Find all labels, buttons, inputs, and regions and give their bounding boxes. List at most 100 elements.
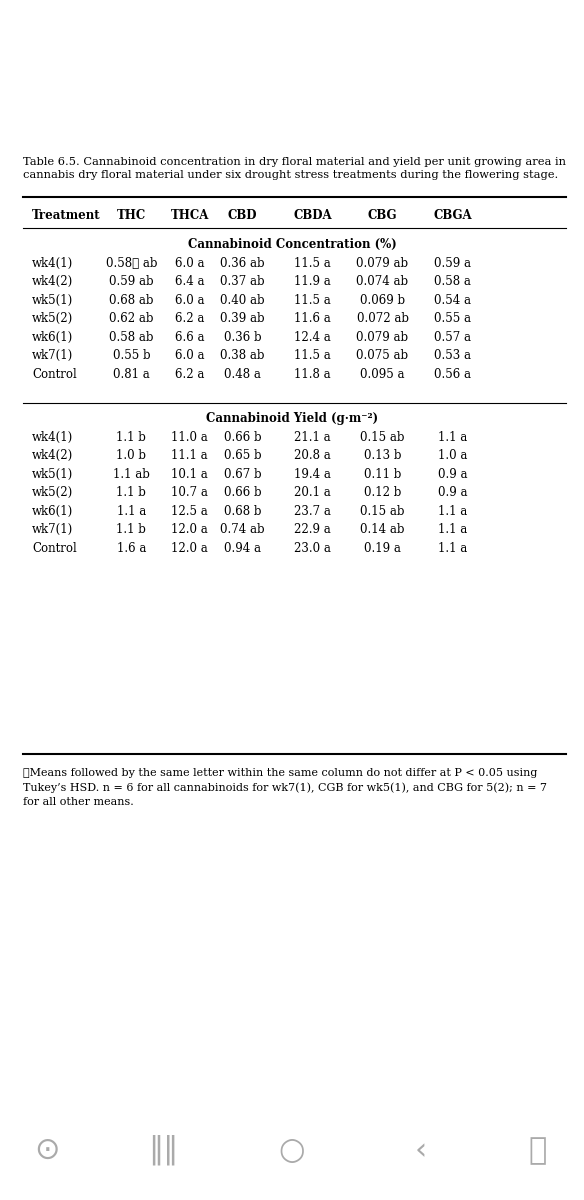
Text: 10.7 a: 10.7 a <box>171 486 208 499</box>
Text: 11.8 a: 11.8 a <box>294 367 331 380</box>
Text: 11.5 a: 11.5 a <box>294 257 331 270</box>
Text: 1.1 b: 1.1 b <box>116 486 147 499</box>
Text: 6.0 a: 6.0 a <box>175 257 204 270</box>
Text: 11.9 a: 11.9 a <box>294 275 331 288</box>
Text: 6.2 a: 6.2 a <box>175 312 204 325</box>
Text: 12.4 a: 12.4 a <box>294 331 331 343</box>
Text: 0.59 ab: 0.59 ab <box>109 275 154 288</box>
Text: 0.94 a: 0.94 a <box>224 541 261 554</box>
Text: 0.095 a: 0.095 a <box>360 367 405 380</box>
Text: 6.6 a: 6.6 a <box>175 331 204 343</box>
Text: 0.81 a: 0.81 a <box>113 367 150 380</box>
Text: 0.58ᵺ ab: 0.58ᵺ ab <box>106 257 157 270</box>
Text: 0.11 b: 0.11 b <box>364 468 401 481</box>
Text: 0.14 ab: 0.14 ab <box>360 523 405 536</box>
Text: 0.57 a: 0.57 a <box>434 331 471 343</box>
Text: 0.74 ab: 0.74 ab <box>220 523 265 536</box>
Text: 22.9 a: 22.9 a <box>294 523 331 536</box>
Text: 0.072 ab: 0.072 ab <box>356 312 409 325</box>
Text: ‖‖: ‖‖ <box>148 1135 179 1165</box>
Text: 🖊: 🖊 <box>528 1135 547 1165</box>
Text: 0.079 ab: 0.079 ab <box>356 257 409 270</box>
Text: ‹: ‹ <box>415 1135 426 1165</box>
Text: 12.5 a: 12.5 a <box>172 505 208 517</box>
Text: 1.1 a: 1.1 a <box>438 431 467 444</box>
Text: ᵺMeans followed by the same letter within the same column do not differ at P < 0: ᵺMeans followed by the same letter withi… <box>23 768 547 808</box>
Text: 0.40 ab: 0.40 ab <box>220 294 265 307</box>
Text: 0.19 a: 0.19 a <box>364 541 401 554</box>
Text: 0.36 ab: 0.36 ab <box>220 257 265 270</box>
Text: 0.12 b: 0.12 b <box>364 486 401 499</box>
Text: wk4(1): wk4(1) <box>32 257 74 270</box>
Text: wk4(2): wk4(2) <box>32 275 74 288</box>
Text: 11.0 a: 11.0 a <box>172 431 208 444</box>
Text: 0.58 a: 0.58 a <box>434 275 471 288</box>
Text: 0.15 ab: 0.15 ab <box>360 505 405 517</box>
Text: 6.0 a: 6.0 a <box>175 349 204 362</box>
Text: 0.68 ab: 0.68 ab <box>109 294 154 307</box>
Text: 1.0 b: 1.0 b <box>116 449 147 462</box>
Text: wk6(1): wk6(1) <box>32 505 74 517</box>
Text: 0.9 a: 0.9 a <box>438 468 467 481</box>
Text: 6.2 a: 6.2 a <box>175 367 204 380</box>
Text: 0.37 ab: 0.37 ab <box>220 275 265 288</box>
Text: 0.56 a: 0.56 a <box>434 367 471 380</box>
Text: 0.55 a: 0.55 a <box>434 312 471 325</box>
Text: 0.39 ab: 0.39 ab <box>220 312 265 325</box>
Text: 0.48 a: 0.48 a <box>224 367 261 380</box>
Text: Treatment: Treatment <box>32 209 101 222</box>
Text: 6.0 a: 6.0 a <box>175 294 204 307</box>
Text: 20.1 a: 20.1 a <box>294 486 331 499</box>
Text: 20.8 a: 20.8 a <box>294 449 331 462</box>
Text: wk6(1): wk6(1) <box>32 331 74 343</box>
Text: 0.59 a: 0.59 a <box>434 257 471 270</box>
Text: Table 6.5. Cannabinoid concentration in dry floral material and yield per unit g: Table 6.5. Cannabinoid concentration in … <box>23 157 566 180</box>
Text: THCA: THCA <box>171 209 209 222</box>
Text: Control: Control <box>32 367 77 380</box>
Text: 11.1 a: 11.1 a <box>172 449 208 462</box>
Text: 1.1 a: 1.1 a <box>438 523 467 536</box>
Text: CBDA: CBDA <box>293 209 332 222</box>
Text: Control: Control <box>32 541 77 554</box>
Text: 0.55 b: 0.55 b <box>113 349 150 362</box>
Text: CBD: CBD <box>228 209 257 222</box>
Text: 0.66 b: 0.66 b <box>224 431 261 444</box>
Text: 0.54 a: 0.54 a <box>434 294 471 307</box>
Text: 0.38 ab: 0.38 ab <box>220 349 265 362</box>
Text: CBG: CBG <box>368 209 397 222</box>
Text: 12.0 a: 12.0 a <box>172 523 208 536</box>
Text: 1.0 a: 1.0 a <box>438 449 467 462</box>
Text: 21.1 a: 21.1 a <box>294 431 331 444</box>
Text: 0.9 a: 0.9 a <box>438 486 467 499</box>
Text: 0.074 ab: 0.074 ab <box>356 275 409 288</box>
Text: 11.5 a: 11.5 a <box>294 349 331 362</box>
Text: Cannabinoid Concentration (%): Cannabinoid Concentration (%) <box>187 238 397 251</box>
Text: 1.6 a: 1.6 a <box>117 541 146 554</box>
Text: 23.0 a: 23.0 a <box>294 541 331 554</box>
Text: 19.4 a: 19.4 a <box>294 468 331 481</box>
Text: wk4(2): wk4(2) <box>32 449 74 462</box>
Text: ○: ○ <box>279 1135 305 1165</box>
Text: wk4(1): wk4(1) <box>32 431 74 444</box>
Text: 0.62 ab: 0.62 ab <box>109 312 154 325</box>
Text: 1.1 a: 1.1 a <box>438 541 467 554</box>
Text: 0.66 b: 0.66 b <box>224 486 261 499</box>
Text: ⊙: ⊙ <box>34 1135 60 1165</box>
Text: wk7(1): wk7(1) <box>32 523 74 536</box>
Text: wk5(1): wk5(1) <box>32 468 74 481</box>
Text: 0.58 ab: 0.58 ab <box>109 331 154 343</box>
Text: wk5(2): wk5(2) <box>32 312 74 325</box>
Text: wk5(1): wk5(1) <box>32 294 74 307</box>
Text: 10.1 a: 10.1 a <box>172 468 208 481</box>
Text: 1.1 b: 1.1 b <box>116 431 147 444</box>
Text: 6.4 a: 6.4 a <box>175 275 204 288</box>
Text: 0.079 ab: 0.079 ab <box>356 331 409 343</box>
Text: 11.6 a: 11.6 a <box>294 312 331 325</box>
Text: 0.65 b: 0.65 b <box>224 449 261 462</box>
Text: 0.67 b: 0.67 b <box>224 468 261 481</box>
Text: wk5(2): wk5(2) <box>32 486 74 499</box>
Text: Cannabinoid Yield (g·m⁻²): Cannabinoid Yield (g·m⁻²) <box>206 412 378 425</box>
Text: 0.36 b: 0.36 b <box>224 331 261 343</box>
Text: CBGA: CBGA <box>433 209 472 222</box>
Text: 0.13 b: 0.13 b <box>364 449 401 462</box>
